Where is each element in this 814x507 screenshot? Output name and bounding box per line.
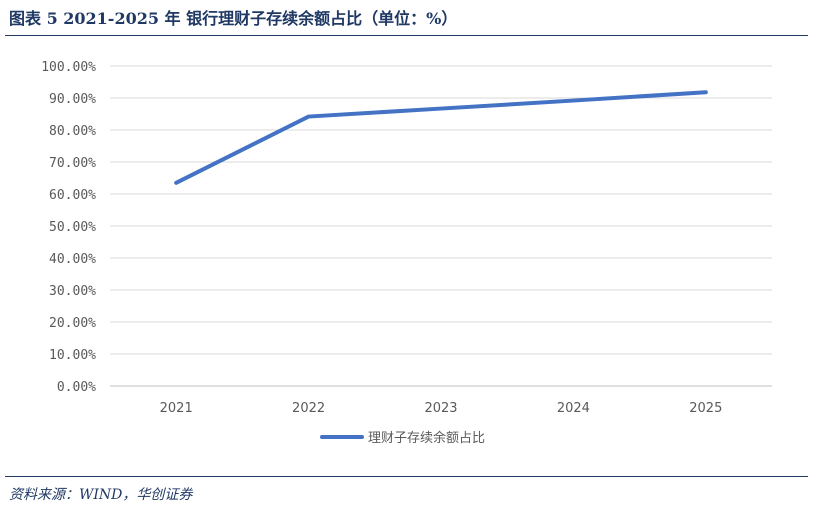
y-tick-label: 0.00% xyxy=(57,380,96,395)
bottom-rule xyxy=(5,476,808,477)
y-tick-label: 70.00% xyxy=(49,156,96,171)
y-axis-ticks: 0.00% 10.00% 20.00% 30.00% 40.00% 50.00% 60.00… xyxy=(41,60,96,395)
y-tick-label: 20.00% xyxy=(49,316,96,331)
y-tick-label: 100.00% xyxy=(41,60,96,75)
series-lines xyxy=(174,90,708,185)
data-point xyxy=(571,99,575,103)
y-tick-label: 90.00% xyxy=(49,92,96,107)
data-point xyxy=(704,90,708,94)
y-tick-label: 60.00% xyxy=(49,188,96,203)
x-tick-label: 2025 xyxy=(689,401,722,416)
line-chart: 0.00% 10.00% 20.00% 30.00% 40.00% 50.00% 60.00… xyxy=(41,60,772,446)
legend: 理财子存续余额占比 xyxy=(320,430,485,446)
legend-label: 理财子存续余额占比 xyxy=(368,430,485,446)
y-tick-label: 40.00% xyxy=(49,252,96,267)
y-tick-label: 80.00% xyxy=(49,124,96,139)
y-tick-label: 50.00% xyxy=(49,220,96,235)
x-tick-label: 2023 xyxy=(424,401,457,416)
data-point xyxy=(439,107,443,111)
x-tick-label: 2021 xyxy=(160,401,193,416)
source-note: 资料来源：WIND，华创证券 xyxy=(9,487,193,503)
x-tick-label: 2022 xyxy=(292,401,325,416)
x-axis-ticks: 2021 2022 2023 2024 2025 xyxy=(160,401,723,416)
data-point xyxy=(307,115,311,119)
y-tick-label: 10.00% xyxy=(49,348,96,363)
figure-title: 图表 5 2021-2025 年 银行理财子存续余额占比（单位：%） xyxy=(9,9,458,28)
data-point xyxy=(174,181,178,185)
y-tick-label: 30.00% xyxy=(49,284,96,299)
series-line xyxy=(174,90,708,185)
x-tick-label: 2024 xyxy=(557,401,590,416)
gridlines xyxy=(110,65,772,387)
top-rule xyxy=(5,35,808,36)
